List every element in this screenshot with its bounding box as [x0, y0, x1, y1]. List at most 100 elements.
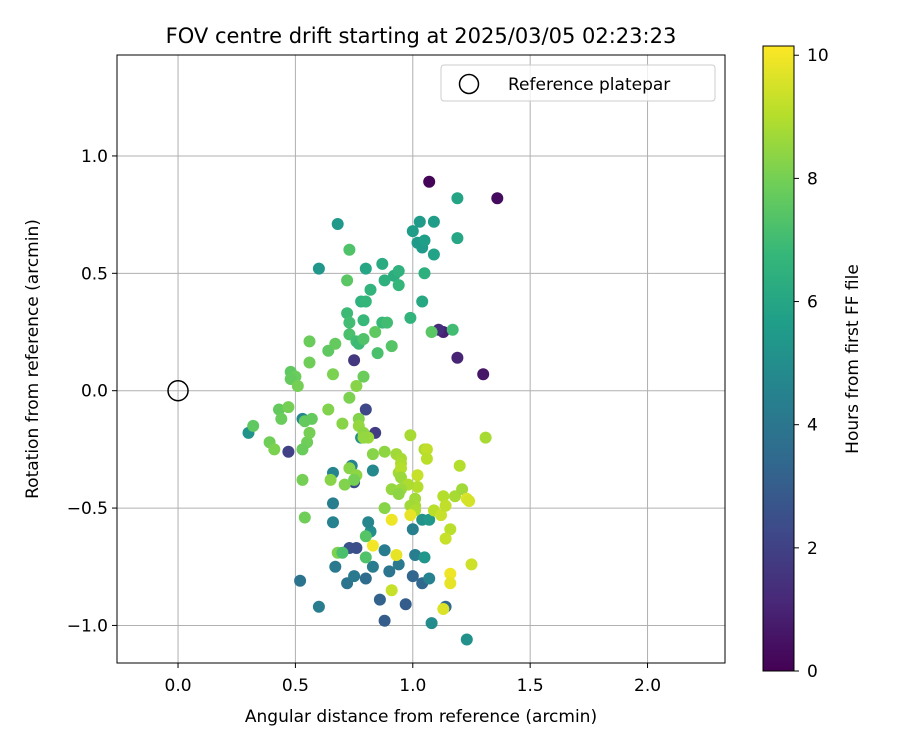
data-point [378, 445, 391, 458]
data-point [303, 356, 316, 369]
colorbar [763, 46, 794, 671]
data-point [427, 215, 440, 228]
data-point [404, 429, 417, 442]
data-point [385, 340, 398, 353]
data-point [453, 459, 466, 472]
colorbar-label: Hours from first FF file [843, 264, 863, 454]
data-point [350, 380, 363, 392]
data-point [327, 516, 339, 529]
data-point [423, 513, 436, 526]
data-point [338, 478, 351, 491]
data-point [359, 530, 372, 543]
data-point [425, 326, 438, 338]
data-point [463, 495, 476, 507]
data-point [366, 560, 379, 573]
data-point [343, 243, 356, 256]
data-point [378, 274, 391, 287]
data-point [359, 262, 372, 275]
data-point [477, 368, 490, 381]
data-point [322, 403, 335, 416]
data-point [341, 274, 354, 287]
x-tick-label: 0.0 [165, 676, 192, 696]
data-point [364, 283, 377, 296]
data-point [331, 218, 344, 230]
x-axis-ticks: 0.0 0.5 1.0 1.5 2.0 [165, 663, 661, 696]
data-point [437, 490, 450, 503]
data-point [357, 431, 370, 444]
y-tick-label: 0.0 [81, 382, 108, 402]
data-point [381, 316, 393, 329]
data-point [268, 443, 281, 456]
data-point [409, 549, 422, 561]
data-point [465, 558, 478, 571]
data-point [392, 558, 405, 571]
data-point [303, 426, 316, 439]
data-point [439, 499, 452, 512]
x-tick-label: 0.5 [282, 676, 309, 696]
legend-box [440, 64, 716, 102]
data-point [327, 368, 339, 381]
data-point [411, 469, 424, 482]
data-point [406, 523, 419, 536]
data-point [275, 412, 288, 425]
data-point [336, 546, 349, 559]
data-point [369, 326, 382, 338]
data-point [451, 232, 464, 245]
y-tick-label: −1.0 [67, 616, 108, 636]
data-point [418, 234, 431, 247]
data-point [312, 262, 325, 275]
data-point [357, 314, 370, 327]
data-point [282, 445, 295, 458]
colorbar-tick-label: 2 [807, 539, 818, 559]
data-point [404, 311, 417, 324]
data-point [366, 448, 379, 461]
reference-marker [167, 379, 189, 402]
colorbar-ticks: 0 2 4 6 8 10 [794, 46, 829, 682]
data-point [247, 419, 260, 432]
data-point [451, 192, 464, 205]
data-point [444, 577, 457, 590]
data-point [357, 333, 370, 345]
x-axis-label: Angular distance from reference (arcmin) [245, 707, 597, 727]
data-point [357, 370, 370, 383]
data-point [336, 417, 349, 430]
data-point [359, 572, 372, 585]
data-point [359, 295, 372, 308]
data-point [395, 462, 407, 475]
data-point [378, 614, 391, 627]
data-point [418, 267, 431, 280]
data-point [294, 574, 307, 587]
reference-marker-group [167, 379, 189, 402]
data-point [406, 570, 419, 583]
data-point [413, 215, 426, 228]
colorbar-frame [762, 45, 795, 672]
data-point [418, 551, 431, 564]
data-point [439, 532, 452, 545]
data-point [456, 483, 469, 496]
y-axis-ticks: −1.0 −0.5 0.0 0.5 1.0 [67, 147, 117, 636]
data-point [359, 551, 372, 564]
data-point [348, 354, 361, 367]
colorbar-tick-label: 4 [807, 416, 818, 436]
data-point [435, 509, 447, 522]
data-point [329, 337, 342, 350]
scatter-points [242, 175, 504, 646]
data-point [305, 412, 318, 425]
data-point [298, 511, 311, 524]
data-point [390, 549, 403, 561]
data-point [451, 351, 464, 364]
legend: Reference platepar [440, 64, 716, 102]
colorbar-tick-label: 6 [807, 293, 818, 313]
data-point [491, 192, 504, 205]
data-point [366, 464, 379, 477]
data-point [427, 248, 440, 261]
data-point [423, 572, 436, 585]
data-point [373, 593, 386, 606]
data-point [420, 452, 433, 465]
data-point [291, 380, 304, 392]
data-point [392, 265, 405, 277]
data-point [385, 513, 398, 526]
data-point [378, 544, 391, 557]
